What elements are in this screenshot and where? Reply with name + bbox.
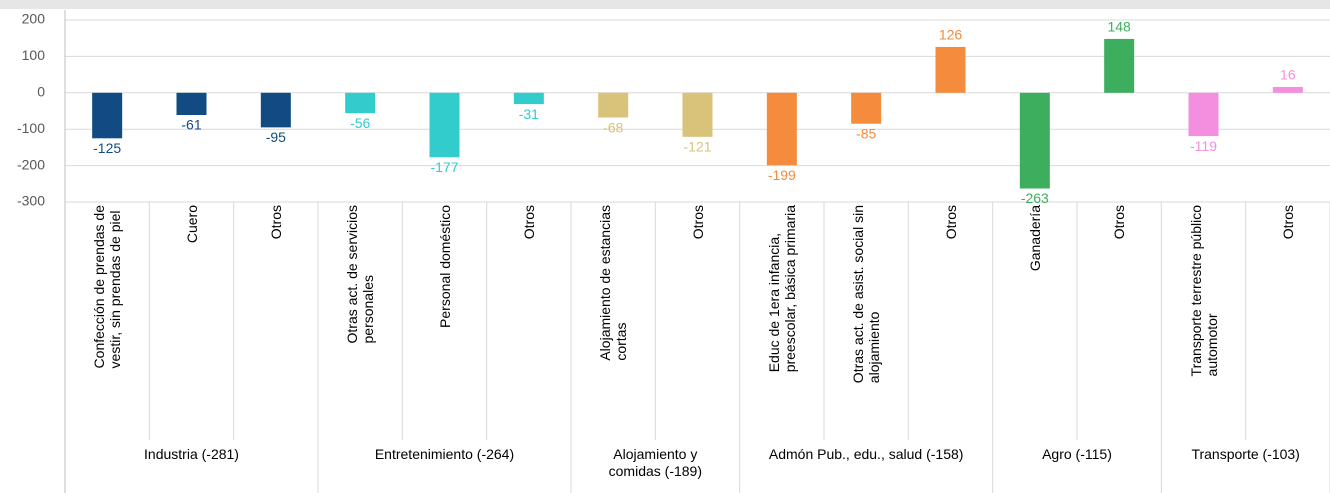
x-tick-label: Otras act. de servicios personales	[344, 205, 377, 344]
data-label: -95	[266, 129, 286, 145]
bar	[1272, 86, 1303, 93]
data-label: 148	[1107, 19, 1131, 35]
bar	[766, 92, 797, 166]
y-tick-label: 0	[37, 84, 45, 100]
bar	[1019, 92, 1050, 189]
data-label: -61	[181, 117, 201, 133]
data-label: -31	[519, 106, 539, 122]
data-label: 16	[1280, 67, 1296, 83]
bar	[345, 92, 376, 114]
x-tick-label: Otros	[942, 205, 959, 240]
group-label: Admón Pub., edu., salud (-158)	[768, 446, 964, 462]
x-tick-label: Personal doméstico	[436, 205, 453, 328]
bar	[513, 92, 544, 105]
data-label: -119	[1190, 138, 1217, 154]
data-label: -68	[603, 119, 623, 135]
x-tick-label: Cuero	[183, 205, 200, 244]
x-tick-label: Otras act. de asist. social sin alojamie…	[850, 205, 883, 384]
top-strip	[0, 0, 1330, 9]
group-label: Industria (-281)	[144, 446, 239, 462]
x-tick-label: Ganadería	[1026, 205, 1043, 272]
data-label: 126	[939, 27, 963, 43]
x-tick-label: Otros	[1111, 205, 1128, 240]
x-tick-label: Alojamiento de estancias cortas	[597, 205, 630, 361]
data-label: -199	[768, 167, 796, 183]
data-label: -177	[430, 159, 458, 175]
bar	[682, 92, 713, 137]
x-tick-label: Otros	[267, 205, 284, 240]
x-tick-label: Transporte terrestre público automotor	[1187, 205, 1220, 377]
y-tick-label: 100	[22, 47, 46, 63]
bar	[260, 92, 291, 128]
data-label: -85	[856, 125, 876, 141]
bar	[1188, 92, 1219, 137]
group-label: Entretenimiento (-264)	[374, 446, 515, 462]
x-tick-label: Otros	[689, 205, 706, 240]
y-tick-label: -100	[17, 120, 45, 136]
data-label: -125	[93, 140, 121, 156]
y-tick-label: -300	[17, 193, 45, 209]
bar	[1104, 38, 1135, 93]
bar	[935, 46, 966, 93]
bar	[429, 92, 460, 158]
bar	[92, 92, 123, 139]
data-label: -56	[350, 115, 370, 131]
bar	[176, 92, 207, 116]
x-tick-label: Educ de 1era infancia, preescolar, básic…	[765, 205, 798, 373]
group-label: Alojamiento y comidas (-189)	[608, 446, 703, 479]
x-tick-label: Otros	[520, 205, 537, 240]
y-tick-label: 200	[22, 11, 46, 27]
x-tick-label: Otros	[1279, 205, 1296, 240]
bar	[851, 92, 882, 124]
data-label: -121	[683, 139, 711, 155]
group-label: Transporte (-103)	[1191, 446, 1300, 462]
y-tick-label: -200	[17, 156, 45, 172]
group-label: Agro (-115)	[1042, 446, 1112, 462]
bar	[598, 92, 629, 118]
data-label: -263	[1021, 190, 1049, 206]
x-tick-label: Confección de prendas de vestir, sin pre…	[91, 205, 124, 369]
